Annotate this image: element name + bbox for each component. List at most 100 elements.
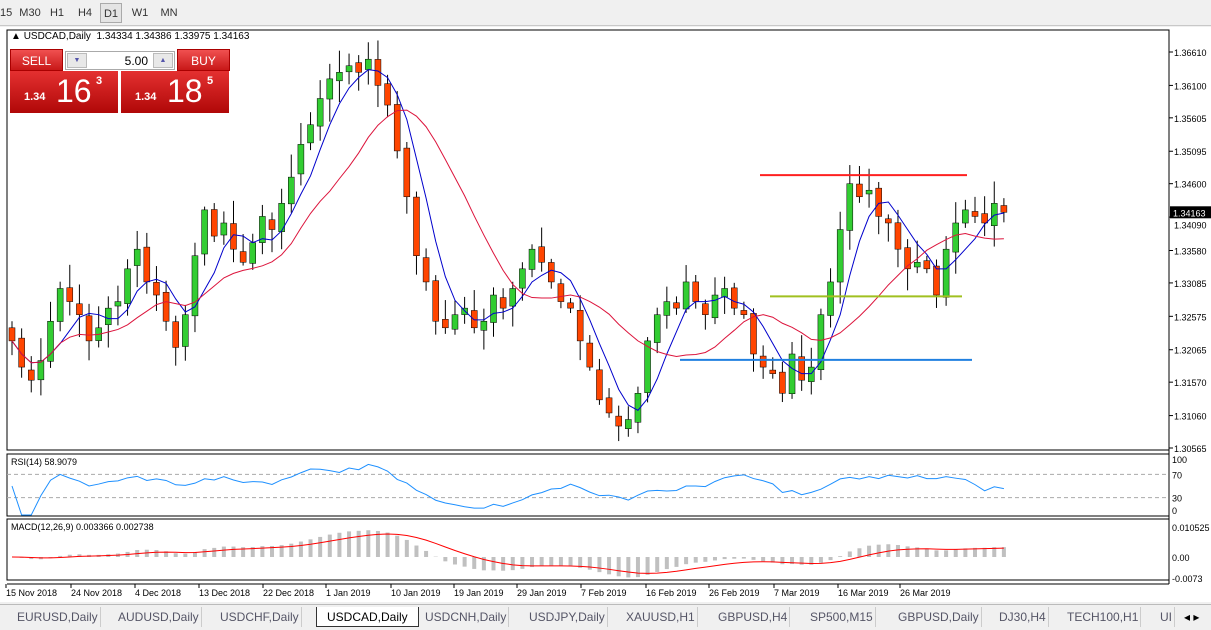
macd-histogram-bar <box>828 557 833 561</box>
chart-tab[interactable]: USDJPY,Daily <box>527 607 608 627</box>
timeframe-W1[interactable]: W1 <box>131 7 149 19</box>
chart-tab[interactable]: AUDUSD,Daily <box>116 607 202 627</box>
chart-tab[interactable]: USDCNH,Daily <box>423 607 510 627</box>
candle-body <box>37 360 45 381</box>
price-tick-label: 1.36100 <box>1174 81 1207 91</box>
macd-histogram-bar <box>674 557 679 567</box>
decrease-lot-icon[interactable]: ▼ <box>67 53 87 68</box>
rsi-tick-label: 70 <box>1172 470 1182 480</box>
date-label: 26 Mar 2019 <box>900 588 951 598</box>
macd-histogram-bar <box>318 536 323 557</box>
candle-body <box>201 209 208 255</box>
candle-body <box>933 265 940 296</box>
date-label: 22 Dec 2018 <box>263 588 314 598</box>
chart-tab[interactable]: SP500,M15 <box>808 607 876 627</box>
buy-price[interactable]: 1.34 18 5 <box>121 71 229 113</box>
timeframe-MN[interactable]: MN <box>160 7 178 19</box>
macd-histogram-bar <box>414 545 419 557</box>
chart-tab[interactable]: TECH100,H1 <box>1065 607 1142 627</box>
candle-body <box>817 314 825 371</box>
candle-body <box>355 62 362 73</box>
candle-body <box>615 415 622 427</box>
rsi-label: RSI(14) 58.9079 <box>11 457 77 467</box>
macd-histogram-bar <box>645 557 650 575</box>
candle-body <box>210 209 218 237</box>
candle-body <box>8 327 16 342</box>
macd-histogram-bar <box>597 557 602 573</box>
chart-tab[interactable]: EURUSD,Daily <box>15 607 101 627</box>
macd-histogram-bar <box>472 557 477 569</box>
chart-window[interactable] <box>0 27 1211 602</box>
macd-histogram-bar <box>375 530 380 557</box>
candle-body <box>971 211 979 217</box>
macd-histogram-bar <box>366 530 371 557</box>
chart-tab[interactable]: UI <box>1158 607 1175 627</box>
timeframe-H1[interactable]: H1 <box>49 7 65 19</box>
lot-size-input[interactable]: ▼ 5.00 ▲ <box>65 51 175 70</box>
sell-price-pips: 16 <box>56 73 92 109</box>
macd-histogram-bar <box>356 530 361 557</box>
candle-body <box>904 247 911 270</box>
macd-histogram-bar <box>790 557 795 565</box>
rsi-tick-label: 30 <box>1172 494 1182 504</box>
price-tick-label: 1.34090 <box>1174 220 1207 230</box>
candle-body <box>557 283 565 302</box>
macd-histogram-bar <box>838 556 843 557</box>
macd-histogram-bar <box>934 550 939 557</box>
candle-body <box>47 320 54 362</box>
buy-button[interactable]: BUY <box>177 49 230 71</box>
date-label: 7 Feb 2019 <box>581 588 627 598</box>
increase-lot-icon[interactable]: ▲ <box>153 53 173 68</box>
timeframe-M30[interactable]: M30 <box>19 7 41 19</box>
candle-body <box>769 369 777 374</box>
macd-histogram-bar <box>587 557 592 570</box>
chart-tab[interactable]: GBPUSD,H4 <box>716 607 791 627</box>
macd-histogram-bar <box>404 539 409 557</box>
candle-body <box>1000 205 1008 213</box>
macd-histogram-bar <box>308 539 313 557</box>
current-price-marker <box>1170 206 1211 219</box>
macd-histogram-bar <box>173 553 178 557</box>
tab-scroll-arrows-icon[interactable]: ◂ ▸ <box>1184 610 1200 624</box>
macd-histogram-bar <box>270 546 275 557</box>
chart-tab[interactable]: USDCHF,Daily <box>218 607 302 627</box>
candle-body <box>18 337 25 368</box>
chart-tab[interactable]: DJ30,H4 <box>997 607 1049 627</box>
macd-histogram-bar <box>250 547 255 557</box>
macd-histogram-bar <box>231 546 236 557</box>
candle-body <box>345 65 353 73</box>
candle-body <box>365 58 372 70</box>
chart-canvas[interactable]: 1.366101.361001.356051.350951.346001.340… <box>0 0 1211 604</box>
macd-histogram-bar <box>857 548 862 557</box>
candle-body <box>721 288 728 298</box>
candle-body <box>692 281 699 302</box>
candle-body <box>653 314 661 343</box>
chart-tab[interactable]: XAUUSD,H1 <box>624 607 698 627</box>
candle-body <box>644 340 651 393</box>
chart-tab[interactable]: GBPUSD,Daily <box>896 607 982 627</box>
buy-price-fraction: 5 <box>207 75 214 87</box>
candle-body <box>239 251 247 263</box>
candle-body <box>625 419 632 430</box>
sell-button[interactable]: SELL <box>10 49 63 71</box>
candle-body <box>268 219 276 230</box>
date-label: 16 Mar 2019 <box>838 588 889 598</box>
macd-histogram-bar <box>1001 547 1006 557</box>
macd-histogram-bar <box>693 557 698 563</box>
macd-histogram-bar <box>616 557 621 577</box>
macd-histogram-bar <box>876 544 881 557</box>
sell-price[interactable]: 1.34 16 3 <box>10 71 118 113</box>
timeframe-15[interactable]: 15 <box>0 7 13 19</box>
chart-tab[interactable]: USDCAD,Daily <box>316 607 419 627</box>
macd-tick-label: -0.0073 <box>1172 574 1203 584</box>
timeframe-D1[interactable]: D1 <box>100 3 122 23</box>
candle-body <box>220 222 228 236</box>
candle-body <box>663 301 671 316</box>
macd-histogram-bar <box>183 553 188 557</box>
lot-value[interactable]: 5.00 <box>124 54 148 68</box>
candle-body <box>576 310 584 342</box>
candle-body <box>172 321 179 348</box>
price-tick-label: 1.33085 <box>1174 279 1207 289</box>
timeframe-H4[interactable]: H4 <box>77 7 93 19</box>
candle-body <box>162 291 170 322</box>
